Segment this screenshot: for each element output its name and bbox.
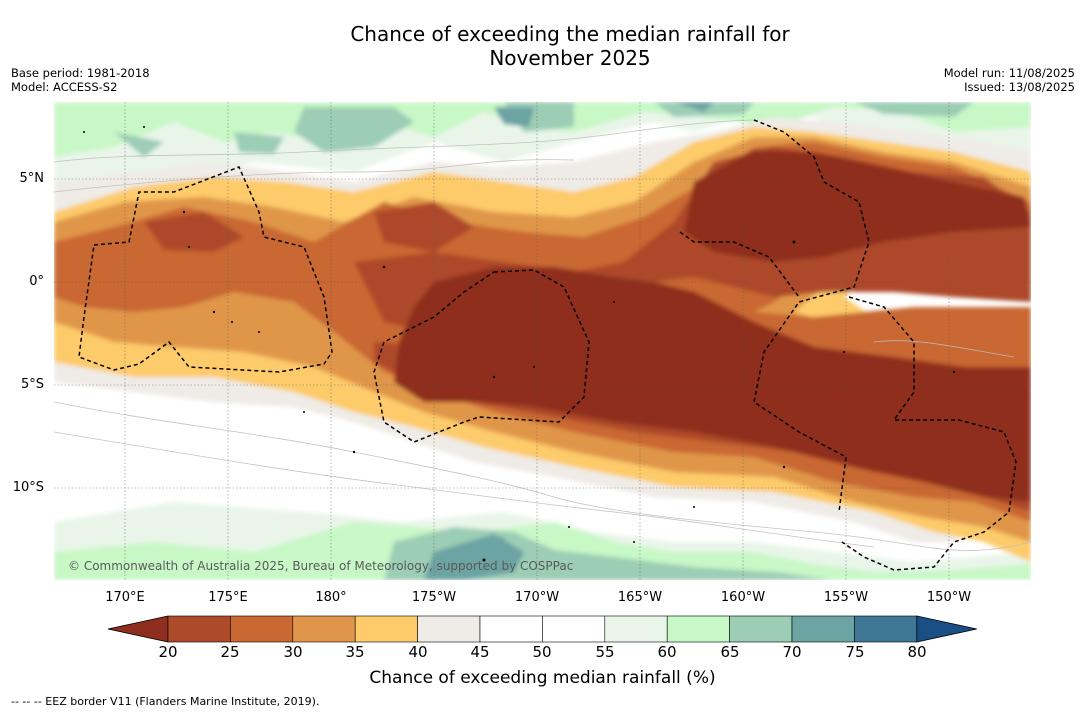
shade-south-dark-teal bbox=[424, 534, 524, 580]
eez-border-kiribati-line bbox=[753, 119, 870, 513]
colorbar-segment bbox=[854, 615, 918, 643]
lat-label-5n: 5°N bbox=[19, 171, 45, 186]
model-run-date: Model run: 11/08/2025 bbox=[943, 66, 1075, 80]
colorbar-segment bbox=[230, 615, 294, 643]
colorbar-tick-25: 25 bbox=[220, 643, 240, 661]
colorbar-tick-50: 50 bbox=[532, 643, 552, 661]
graticule bbox=[54, 102, 1031, 580]
shade-darkest-brown bbox=[394, 150, 1031, 502]
eez-legend-note: -- -- -- EEZ border V11 (Flanders Marine… bbox=[11, 695, 320, 708]
lon-label-180: 180° bbox=[315, 590, 347, 605]
colorbar-label: Chance of exceeding median rainfall (%) bbox=[369, 668, 716, 688]
lon-label-175e: 175°E bbox=[208, 590, 248, 605]
lon-label-170w: 170°W bbox=[514, 590, 560, 605]
lon-label-175w: 175°W bbox=[411, 590, 457, 605]
colorbar-segment bbox=[791, 615, 855, 643]
shade-north-green bbox=[54, 102, 1031, 157]
lon-label-150w: 150°W bbox=[926, 590, 972, 605]
map-credit: © Commonwealth of Australia 2025, Bureau… bbox=[68, 559, 574, 573]
colorbar-segment bbox=[479, 615, 543, 643]
lat-label-10s: 10°S bbox=[12, 480, 44, 495]
contour-lines bbox=[54, 119, 1031, 551]
colorbar-segment bbox=[354, 615, 418, 643]
eez-border-upper-right bbox=[679, 231, 800, 298]
islands bbox=[83, 126, 956, 562]
eez-border-kiribati-gilbert bbox=[78, 166, 333, 373]
colorbar-tick-55: 55 bbox=[595, 643, 615, 661]
lon-label-155w: 155°W bbox=[823, 590, 869, 605]
base-info: Base period: 1981-2018 Model: ACCESS-S2 bbox=[11, 66, 150, 94]
colorbar-segments bbox=[107, 615, 977, 643]
colorbar-segment bbox=[729, 615, 793, 643]
lon-label-165w: 165°W bbox=[617, 590, 663, 605]
lat-label-0: 0° bbox=[29, 274, 44, 289]
lon-label-170e: 170°E bbox=[105, 590, 145, 605]
colorbar-segment bbox=[167, 615, 231, 643]
colorbar-under-arrow bbox=[107, 615, 169, 643]
lat-label-5s: 5°S bbox=[20, 377, 44, 392]
title-line-1: Chance of exceeding the median rainfall … bbox=[350, 22, 790, 46]
model-name: Model: ACCESS-S2 bbox=[11, 80, 118, 94]
base-period: Base period: 1981-2018 bbox=[11, 66, 150, 80]
colorbar-segment bbox=[542, 615, 606, 643]
eez-border-kiribati-phoenix bbox=[373, 269, 590, 443]
shade-north-teal bbox=[114, 102, 974, 157]
issued-date: Issued: 13/08/2025 bbox=[964, 80, 1075, 94]
colorbar-segment bbox=[666, 615, 730, 643]
colorbar-tick-60: 60 bbox=[657, 643, 677, 661]
colorbar-over-arrow bbox=[916, 615, 977, 643]
colorbar-segment bbox=[417, 615, 481, 643]
colorbar-segment bbox=[604, 615, 668, 643]
colorbar-tick-45: 45 bbox=[470, 643, 490, 661]
map-title: Chance of exceeding the median rainfall … bbox=[270, 22, 870, 70]
colorbar bbox=[107, 615, 977, 643]
colorbar-tick-70: 70 bbox=[782, 643, 802, 661]
colorbar-tick-30: 30 bbox=[283, 643, 303, 661]
colorbar-tick-35: 35 bbox=[345, 643, 365, 661]
colorbar-tick-20: 20 bbox=[158, 643, 178, 661]
probability-shading bbox=[54, 102, 1031, 580]
eez-border-southeast bbox=[841, 296, 1017, 571]
title-line-2: November 2025 bbox=[489, 46, 651, 70]
rainfall-probability-map bbox=[54, 102, 1031, 580]
colorbar-tick-40: 40 bbox=[408, 643, 428, 661]
colorbar-tick-75: 75 bbox=[845, 643, 865, 661]
shade-north-dark-teal bbox=[494, 102, 714, 127]
colorbar-tick-80: 80 bbox=[907, 643, 927, 661]
colorbar-tick-65: 65 bbox=[720, 643, 740, 661]
eez-borders bbox=[78, 119, 1017, 571]
map-area bbox=[54, 102, 1031, 580]
colorbar-segment bbox=[292, 615, 356, 643]
run-info: Model run: 11/08/2025 Issued: 13/08/2025 bbox=[944, 66, 1075, 94]
lon-label-160w: 160°W bbox=[720, 590, 766, 605]
